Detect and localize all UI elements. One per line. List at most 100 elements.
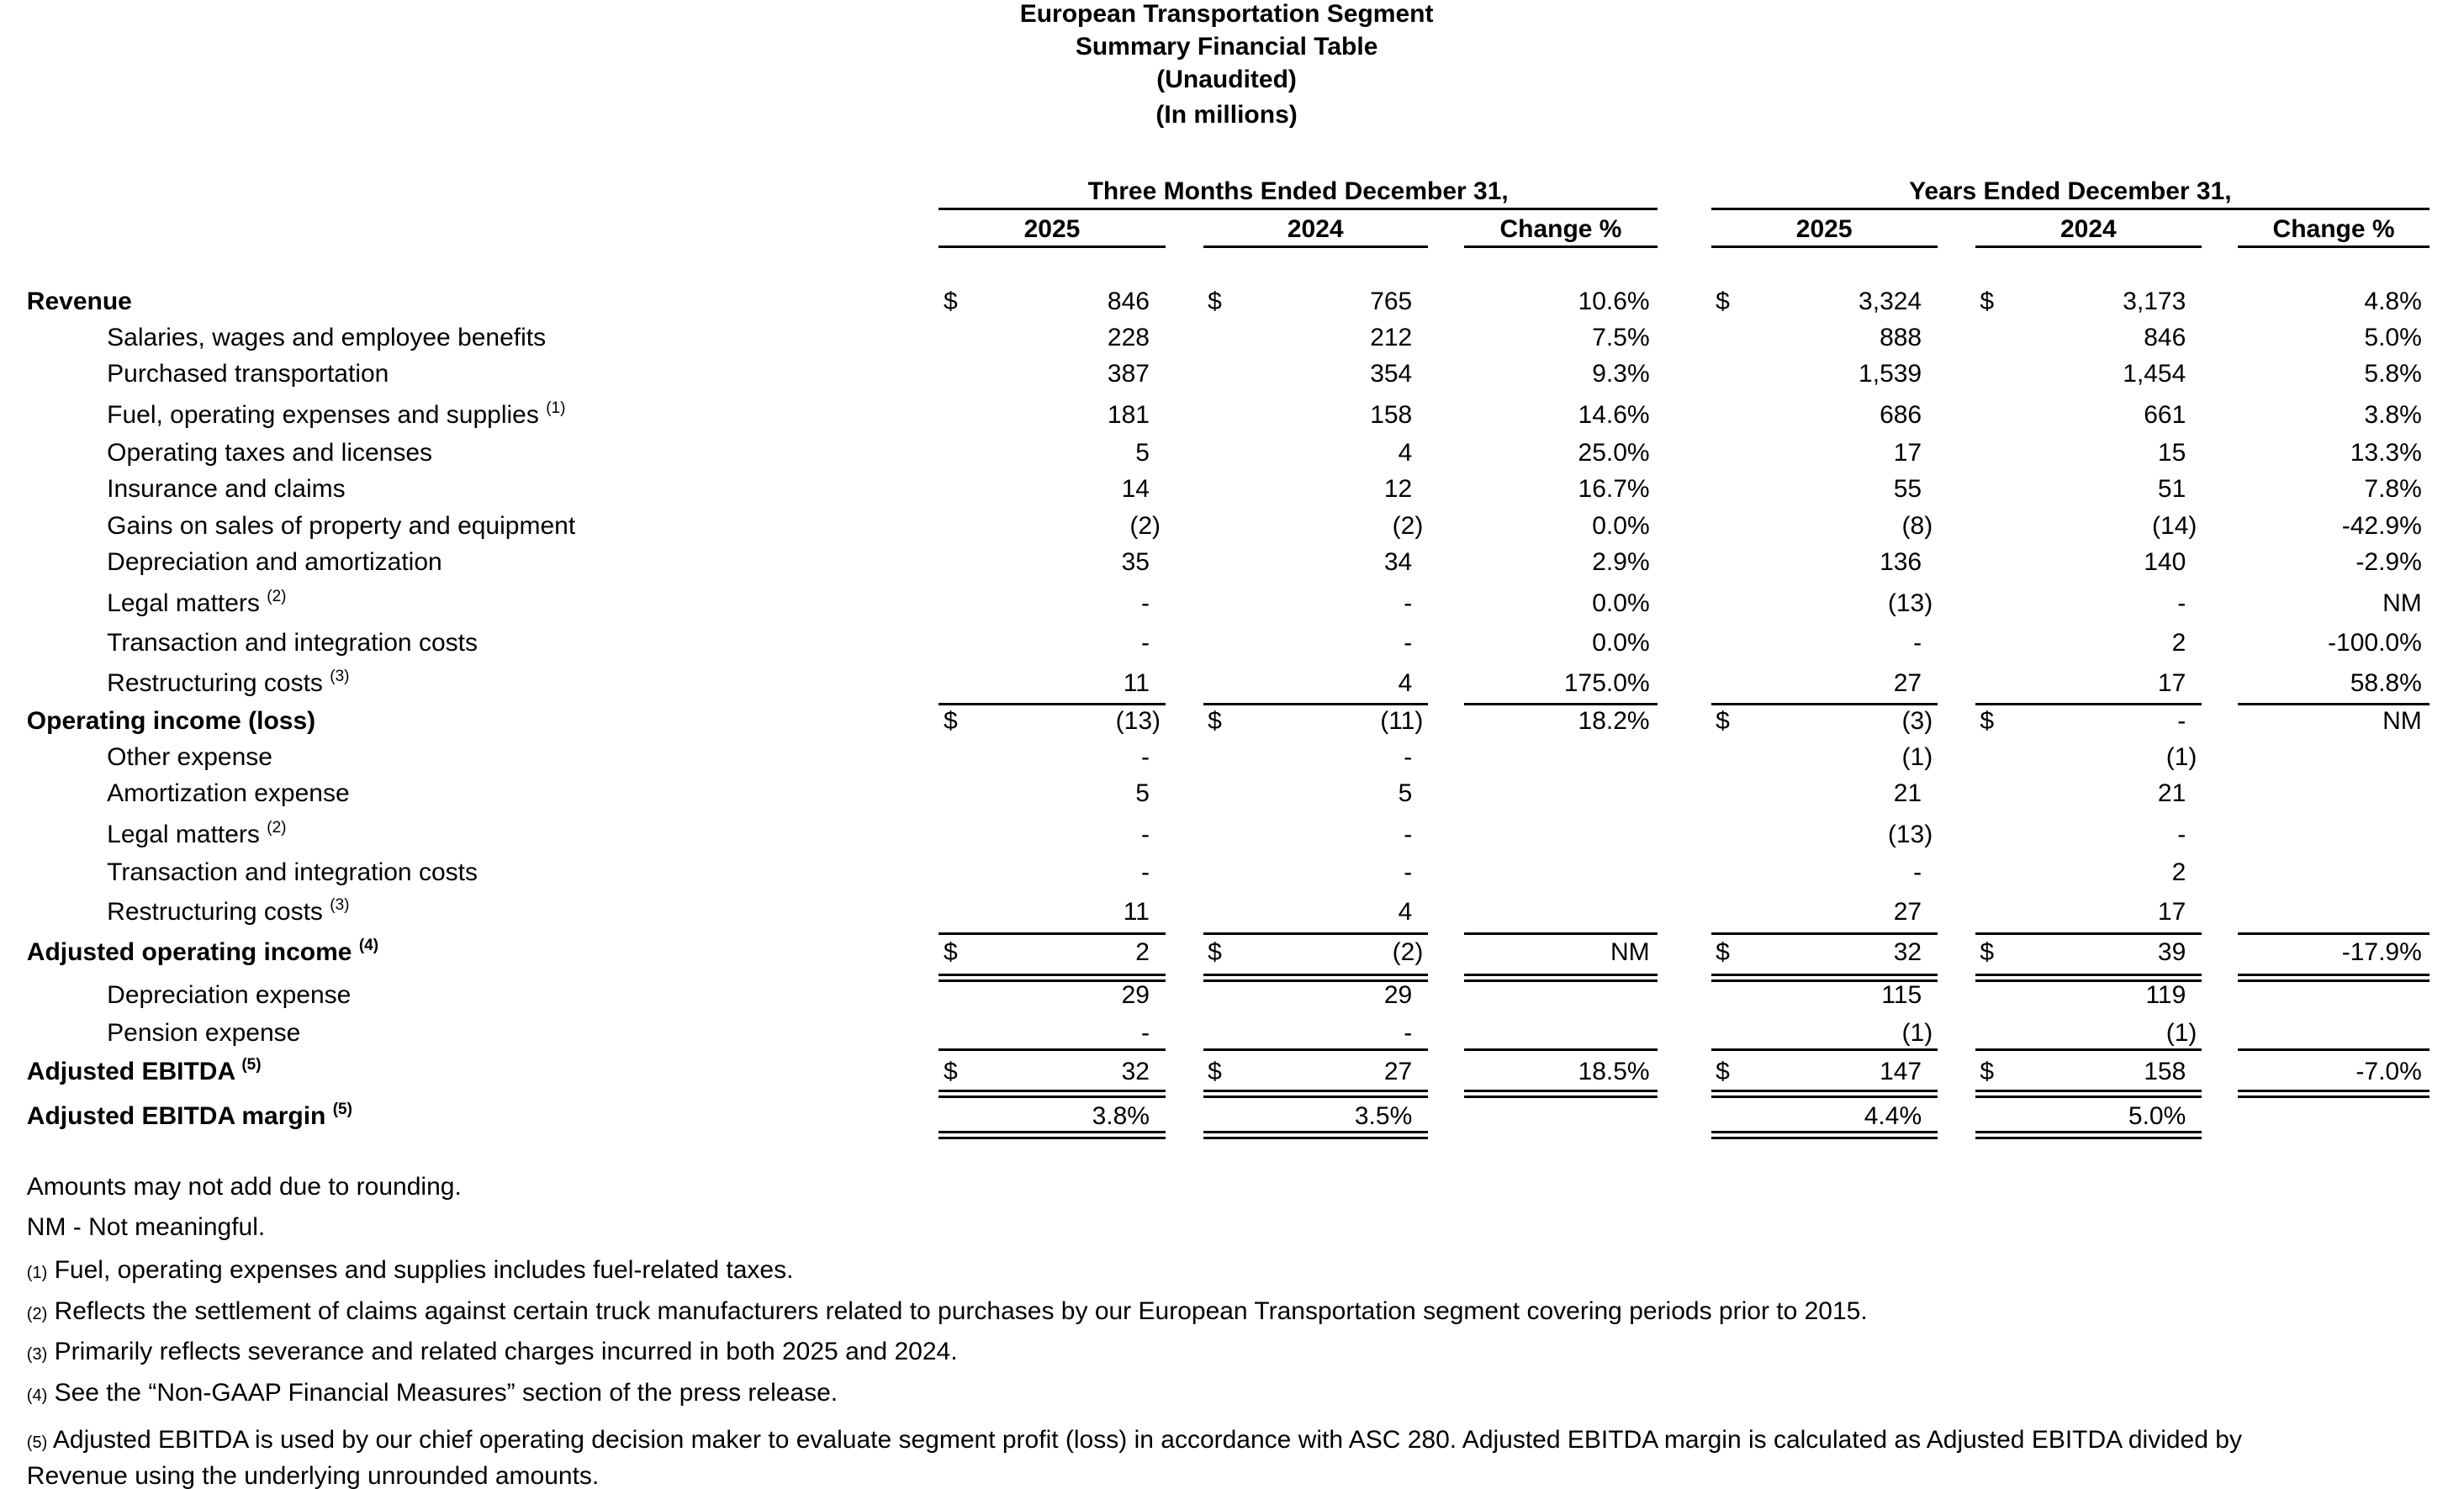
cell-value: -7.0% bbox=[2356, 1058, 2422, 1086]
cell-value: -42.9% bbox=[2341, 512, 2422, 541]
footnote-text: Fuel, operating expenses and supplies in… bbox=[54, 1255, 794, 1284]
cell-value: 5 bbox=[1398, 779, 1413, 808]
cell-value: 3.8% bbox=[1092, 1101, 1150, 1130]
currency-symbol: $ bbox=[1980, 938, 1995, 967]
label-text: Transaction and integration costs bbox=[107, 628, 478, 657]
cell-value: 2 bbox=[2171, 858, 2186, 886]
footnote-text: Adjusted EBITDA is used by our chief ope… bbox=[26, 1425, 2242, 1489]
currency-symbol: $ bbox=[1716, 707, 1730, 736]
rule bbox=[1203, 245, 1428, 248]
cell-value: 3.5% bbox=[1354, 1101, 1413, 1130]
label-text: Legal matters bbox=[107, 589, 260, 618]
label-text: Gains on sales of property and equipment bbox=[107, 512, 576, 541]
cell-value: (3) bbox=[1901, 707, 1933, 736]
footnote-text: NM - Not meaningful. bbox=[26, 1213, 266, 1242]
cell-value: 4.4% bbox=[1864, 1101, 1922, 1130]
cell-value: 228 bbox=[1107, 324, 1150, 352]
cell-value: (2) bbox=[1392, 512, 1424, 541]
cell-value: 11 bbox=[1123, 897, 1150, 926]
cell-value: -17.9% bbox=[2341, 938, 2422, 967]
currency-symbol: $ bbox=[944, 288, 958, 316]
rule bbox=[1203, 702, 1428, 705]
footnote: (5) Adjusted EBITDA is used by our chief… bbox=[27, 1423, 2260, 1489]
row-label: Gains on sales of property and equipment bbox=[107, 510, 575, 543]
label-text: Revenue bbox=[26, 288, 132, 316]
row-label: Operating taxes and licenses bbox=[107, 436, 432, 470]
rule bbox=[939, 702, 1166, 705]
cell-value: - bbox=[1404, 589, 1413, 618]
row-label: Fuel, operating expenses and supplies (1… bbox=[107, 399, 565, 432]
cell-value: 686 bbox=[1880, 400, 1922, 429]
cell-value: 14 bbox=[1121, 474, 1150, 503]
double-rule bbox=[1711, 973, 1938, 982]
cell-value: 2.9% bbox=[1592, 548, 1650, 577]
cell-value: - bbox=[1404, 628, 1413, 657]
cell-value: 5.0% bbox=[2364, 324, 2422, 352]
cell-value: 175.0% bbox=[1563, 669, 1650, 698]
cell-value: 7.8% bbox=[2364, 474, 2422, 503]
cell-value: 18.2% bbox=[1578, 707, 1650, 736]
currency-symbol: $ bbox=[944, 1058, 958, 1086]
label-text: Purchased transportation bbox=[107, 360, 389, 388]
rule bbox=[2238, 1048, 2430, 1052]
cell-value: 147 bbox=[1880, 1058, 1922, 1086]
cell-value: 4 bbox=[1398, 897, 1413, 926]
cell-value: (11) bbox=[1380, 707, 1424, 736]
cell-value: 9.3% bbox=[1592, 360, 1650, 388]
cell-value: 27 bbox=[1383, 1058, 1413, 1086]
footnote-marker: (1) bbox=[26, 1263, 48, 1282]
label-text: Salaries, wages and employee benefits bbox=[107, 324, 547, 352]
column-header: 2024 bbox=[2060, 215, 2117, 244]
rule bbox=[1975, 932, 2202, 935]
cell-value: (1) bbox=[1901, 1018, 1933, 1047]
cell-value: 387 bbox=[1107, 360, 1150, 388]
rule bbox=[1975, 245, 2202, 248]
rule bbox=[2238, 932, 2430, 935]
label-text: Adjusted EBITDA margin bbox=[26, 1101, 326, 1130]
cell-value: 58.8% bbox=[2350, 669, 2422, 698]
cell-value: NM bbox=[2382, 707, 2422, 736]
cell-value: 27 bbox=[1893, 897, 1922, 926]
row-label: Pension expense bbox=[107, 1016, 300, 1050]
cell-value: - bbox=[1404, 1018, 1413, 1047]
cell-value: 29 bbox=[1121, 980, 1150, 1009]
cell-value: (1) bbox=[2165, 743, 2197, 772]
double-rule bbox=[1711, 1130, 1938, 1139]
row-label: Restructuring costs (3) bbox=[107, 667, 349, 700]
cell-value: 846 bbox=[1107, 288, 1150, 316]
cell-value: 21 bbox=[2157, 779, 2186, 808]
cell-value: 158 bbox=[2144, 1058, 2186, 1086]
label-text: Depreciation expense bbox=[107, 980, 352, 1009]
row-label: Legal matters (2) bbox=[107, 587, 286, 620]
label-text: Restructuring costs bbox=[107, 669, 323, 698]
label-text: Transaction and integration costs bbox=[107, 858, 478, 886]
cell-value: 1,454 bbox=[2123, 360, 2186, 388]
rule bbox=[1711, 702, 1938, 705]
currency-symbol: $ bbox=[944, 938, 958, 967]
double-rule bbox=[2238, 1089, 2430, 1098]
cell-value: - bbox=[1140, 820, 1150, 848]
label-text: Fuel, operating expenses and supplies bbox=[107, 400, 539, 429]
cell-value: 140 bbox=[2144, 548, 2186, 577]
cell-value: 3,173 bbox=[2123, 288, 2186, 316]
rule bbox=[939, 245, 1166, 248]
cell-value: 10.6% bbox=[1578, 288, 1650, 316]
group-header: Years Ended December 31, bbox=[1909, 177, 2232, 206]
cell-value: 15 bbox=[2157, 438, 2186, 467]
cell-value: 5.0% bbox=[2128, 1101, 2186, 1130]
cell-value: (13) bbox=[1887, 589, 1933, 618]
footnote-text: Primarily reflects severance and related… bbox=[54, 1338, 958, 1366]
cell-value: 17 bbox=[2157, 669, 2186, 698]
column-header: Change % bbox=[2272, 215, 2395, 244]
label-text: Adjusted operating income bbox=[26, 938, 352, 967]
rule bbox=[1463, 702, 1658, 705]
cell-value: - bbox=[1140, 743, 1150, 772]
cell-value: 846 bbox=[2144, 324, 2186, 352]
footnote-text: Amounts may not add due to rounding. bbox=[26, 1172, 462, 1201]
cell-value: 13.3% bbox=[2350, 438, 2422, 467]
label-text: Legal matters bbox=[107, 820, 260, 848]
double-rule bbox=[1975, 973, 2202, 982]
cell-value: 136 bbox=[1880, 548, 1922, 577]
cell-value: 0.0% bbox=[1592, 512, 1650, 541]
